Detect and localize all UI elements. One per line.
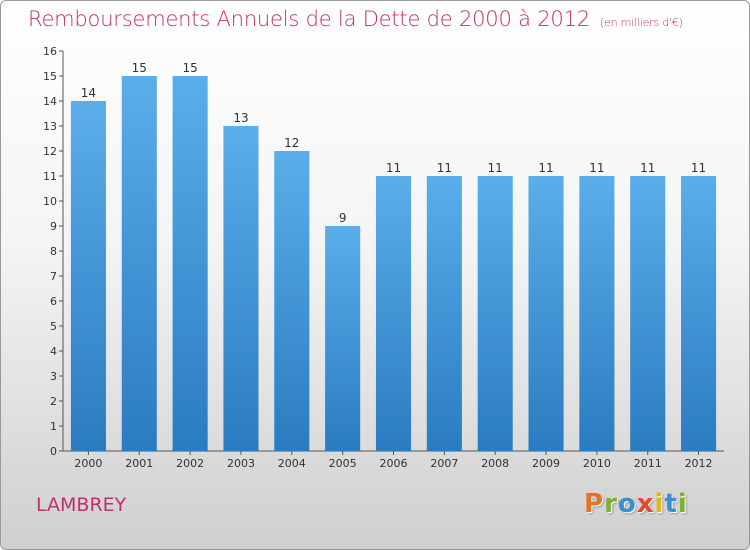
x-tick-label: 2009 xyxy=(532,457,560,470)
x-tick-label: 2001 xyxy=(125,457,153,470)
y-tick-label: 11 xyxy=(43,170,57,183)
data-label: 11 xyxy=(386,161,401,175)
y-tick-label: 1 xyxy=(50,420,57,433)
y-tick-label: 14 xyxy=(43,95,57,108)
bar-2005 xyxy=(325,226,361,451)
bar-2000 xyxy=(70,101,106,451)
y-tick-label: 8 xyxy=(50,245,57,258)
bars xyxy=(70,76,717,451)
y-tick-label: 13 xyxy=(43,120,57,133)
y-tick-label: 6 xyxy=(50,295,57,308)
chart-title: Remboursements Annuels de la Dette de 20… xyxy=(28,7,683,31)
y-tick-label: 4 xyxy=(50,345,57,358)
logo-letter: o xyxy=(617,489,637,519)
x-tick-label: 2002 xyxy=(176,457,204,470)
data-label: 9 xyxy=(339,211,347,225)
x-tick-label: 2010 xyxy=(583,457,611,470)
x-tick-label: 2004 xyxy=(278,457,306,470)
bar-2007 xyxy=(426,176,462,451)
y-tick-label: 12 xyxy=(43,145,57,158)
y-tick-label: 3 xyxy=(50,370,57,383)
bar-2011 xyxy=(630,176,666,451)
unit-note: (en milliers d'€) xyxy=(599,16,683,29)
x-tick-label: 2003 xyxy=(227,457,255,470)
data-label: 11 xyxy=(589,161,604,175)
data-labels: 14 15 15 13 12 9 11 11 11 11 11 11 11 xyxy=(81,61,706,225)
x-tick-label: 2011 xyxy=(634,457,662,470)
y-tick-label: 2 xyxy=(50,395,57,408)
bar-2002 xyxy=(172,76,208,451)
y-tick-label: 0 xyxy=(50,445,57,458)
y-tick-label: 15 xyxy=(43,70,57,83)
logo-letter: i xyxy=(654,489,665,519)
x-axis: 2000 2001 2002 2003 2004 2005 2006 2007 2008 2009… xyxy=(63,450,724,470)
data-label: 14 xyxy=(81,86,96,100)
data-label: 12 xyxy=(284,136,299,150)
data-label: 11 xyxy=(640,161,655,175)
logo-letter: i xyxy=(677,489,688,519)
x-tick-label: 2007 xyxy=(430,457,458,470)
x-tick-label: 2005 xyxy=(329,457,357,470)
y-tick-label: 9 xyxy=(50,220,57,233)
logo-letter: P xyxy=(584,489,605,519)
proxiti-logo: Proxiti xyxy=(584,489,688,519)
y-tick-label: 7 xyxy=(50,270,57,283)
y-tick-label: 5 xyxy=(50,320,57,333)
bar-2001 xyxy=(121,76,157,451)
data-label: 11 xyxy=(437,161,452,175)
bar-2009 xyxy=(528,176,564,451)
title-text: Remboursements Annuels de la Dette de 20… xyxy=(28,7,590,31)
logo-letter: r xyxy=(604,489,618,519)
x-tick-label: 2012 xyxy=(685,457,713,470)
x-tick-label: 2006 xyxy=(380,457,408,470)
bar-2008 xyxy=(477,176,513,451)
y-tick-label: 16 xyxy=(43,45,57,58)
x-tick-label: 2000 xyxy=(74,457,102,470)
bar-2006 xyxy=(375,176,412,451)
logo-letter: t xyxy=(664,489,678,519)
logo-letter: x xyxy=(636,489,655,519)
commune-name: LAMBREY xyxy=(36,494,127,516)
data-label: 11 xyxy=(538,161,553,175)
bar-2003 xyxy=(223,126,259,451)
data-label: 15 xyxy=(182,61,197,75)
data-label: 15 xyxy=(132,61,147,75)
bar-2012 xyxy=(681,176,717,451)
data-label: 13 xyxy=(233,111,248,125)
bar-2004 xyxy=(274,151,310,451)
data-label: 11 xyxy=(691,161,706,175)
y-tick-label: 10 xyxy=(43,195,57,208)
x-tick-label: 2008 xyxy=(481,457,509,470)
bar-2010 xyxy=(579,176,615,451)
data-label: 11 xyxy=(488,161,503,175)
